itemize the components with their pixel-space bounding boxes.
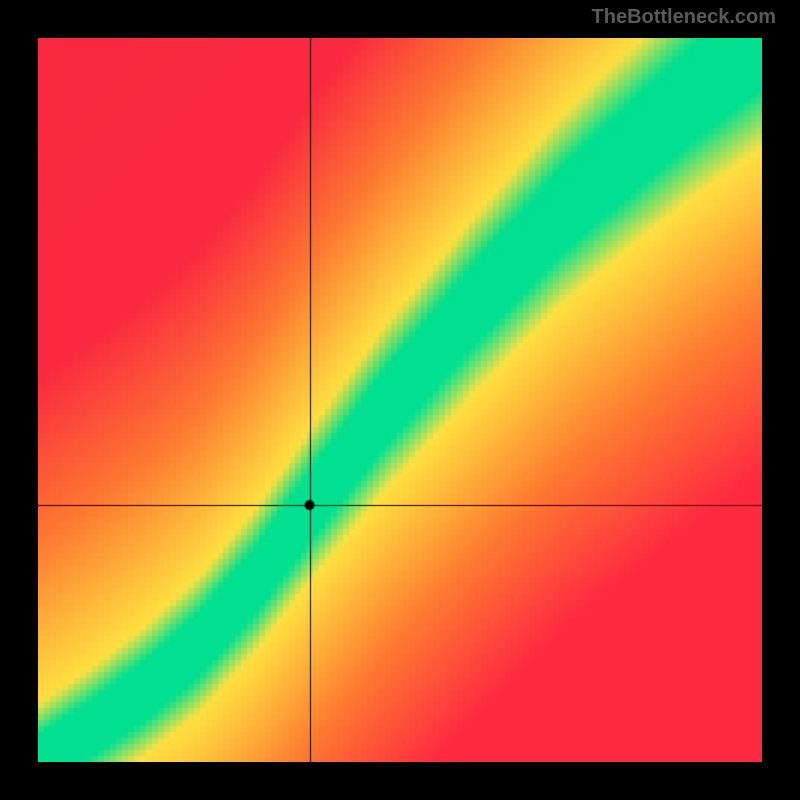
watermark-text: TheBottleneck.com [592, 6, 776, 29]
frame-right [762, 0, 800, 800]
heatmap-plot-area [38, 38, 762, 762]
chart-container: TheBottleneck.com [0, 0, 800, 800]
frame-left [0, 0, 38, 800]
crosshair-overlay [38, 38, 762, 762]
frame-bottom [0, 762, 800, 800]
